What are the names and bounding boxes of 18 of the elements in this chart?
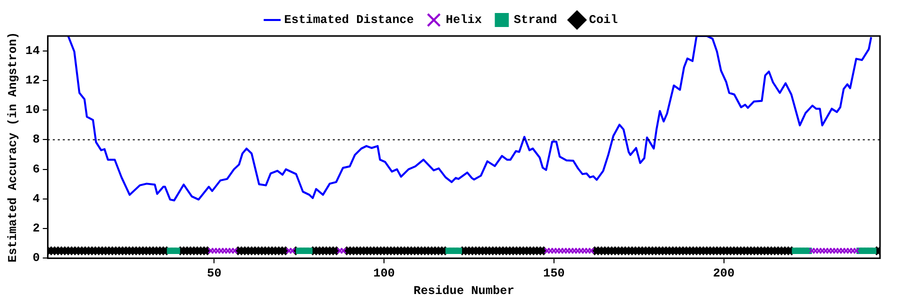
y-tick-label: 0: [32, 251, 40, 266]
y-tick-label: 10: [25, 103, 40, 118]
x-tick-label: 50: [207, 266, 222, 280]
y-tick-label: 2: [32, 222, 40, 236]
x-tick-label: 100: [373, 266, 395, 280]
y-tick-label: 14: [25, 44, 40, 58]
y-tick-label: 12: [25, 73, 40, 88]
y-tick-label: 6: [32, 162, 40, 176]
y-axis-title: Estimated Accuracy (in Angstron): [6, 32, 20, 262]
y-tick-label: 4: [32, 192, 40, 206]
x-axis-title: Residue Number: [413, 284, 514, 298]
y-tick-label: 8: [32, 132, 40, 147]
legend-label: Strand: [514, 13, 558, 28]
x-tick-label: 150: [543, 266, 565, 280]
legend-label: Helix: [446, 13, 482, 28]
x-tick-label: 200: [712, 266, 735, 280]
legend-label: Coil: [589, 13, 618, 28]
legend-label: Estimated Distance: [284, 13, 414, 28]
